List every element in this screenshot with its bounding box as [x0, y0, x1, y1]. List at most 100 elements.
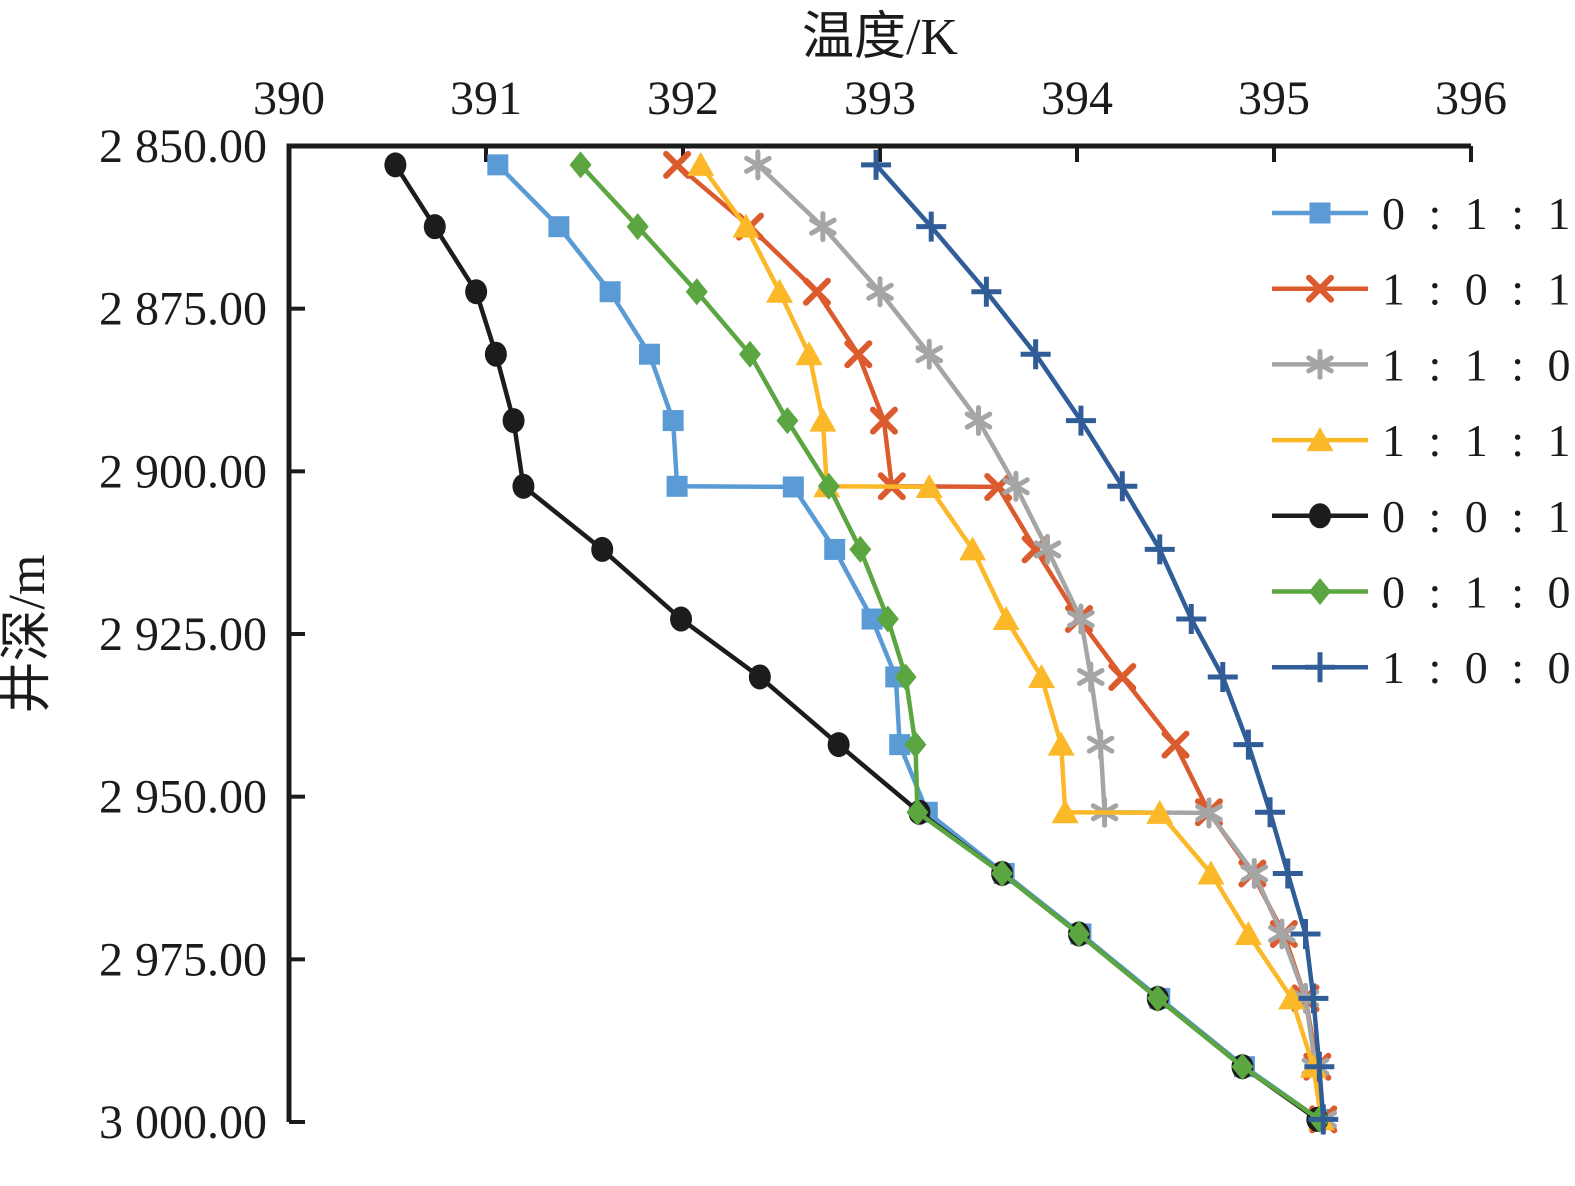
- series-line: [698, 162, 1324, 1122]
- legend-item: 0 : 0 : 1: [1272, 491, 1571, 542]
- triangle-marker: [795, 341, 823, 366]
- x-axis-tick-label: 391: [450, 72, 522, 125]
- triangle-marker-shape: [809, 407, 837, 432]
- plus-marker: [1290, 918, 1321, 949]
- diamond-marker: [894, 663, 917, 691]
- plus-marker: [1107, 471, 1138, 502]
- x-marker: [869, 406, 898, 435]
- x-marker: [802, 277, 831, 306]
- legend-item: 1 : 1 : 0: [1272, 339, 1574, 390]
- circle-marker: [484, 341, 507, 367]
- asterisk-marker-shape: [1268, 918, 1296, 950]
- asterisk-marker-shape: [1306, 348, 1334, 380]
- diamond-marker-shape: [991, 859, 1014, 887]
- series-0-1-0: [569, 151, 1331, 1133]
- asterisk-marker: [1067, 603, 1095, 635]
- diamond-marker: [738, 340, 761, 368]
- x-marker: [1108, 662, 1137, 691]
- diamond-marker-shape: [1309, 578, 1331, 605]
- square-marker: [639, 343, 661, 365]
- circle-marker-shape: [465, 279, 488, 305]
- triangle-marker-shape: [1197, 860, 1225, 885]
- plus-marker: [971, 276, 1002, 307]
- x-marker-shape: [844, 340, 873, 369]
- triangle-marker-shape: [687, 151, 715, 176]
- series-line: [495, 162, 1322, 1122]
- plus-marker-shape: [1255, 797, 1286, 828]
- square-marker-shape: [824, 538, 846, 560]
- circle-marker: [591, 536, 614, 562]
- circle-marker: [512, 473, 535, 499]
- circle-marker-shape: [502, 408, 525, 434]
- asterisk-marker: [1076, 661, 1105, 693]
- x-axis-tick-label: 394: [1041, 72, 1113, 125]
- plus-marker-shape: [971, 276, 1002, 307]
- x-marker: [1306, 274, 1334, 303]
- plus-marker-shape: [1272, 858, 1303, 889]
- x-axis-tick-label: 390: [253, 72, 325, 125]
- series-line: [578, 162, 1322, 1122]
- plus-marker: [1020, 339, 1051, 370]
- asterisk-marker: [915, 338, 944, 370]
- diamond-marker: [906, 798, 929, 826]
- asterisk-marker: [1195, 797, 1223, 829]
- plus-marker: [861, 149, 892, 180]
- legend-label: 1 : 1 : 1: [1382, 415, 1574, 466]
- triangle-marker-shape: [1047, 731, 1075, 756]
- square-marker: [824, 538, 846, 560]
- legend: 0 : 1 : 1 1 : 0 : 1 1 : 1 : 0 1 : 1 : 1 0 : …: [1272, 188, 1574, 693]
- diamond-marker-shape: [1067, 920, 1090, 948]
- diamond-marker: [904, 731, 927, 759]
- diamond-marker: [817, 472, 840, 500]
- triangle-marker-shape: [1306, 427, 1334, 452]
- asterisk-marker-shape: [1240, 857, 1269, 889]
- circle-marker: [465, 279, 488, 305]
- asterisk-marker: [866, 276, 894, 308]
- legend-label: 1 : 1 : 0: [1382, 339, 1574, 390]
- series-1-1-1: [687, 151, 1335, 1131]
- y-axis-tick-label: 2 900.00: [99, 445, 267, 498]
- triangle-marker: [1028, 663, 1056, 688]
- legend-label: 1 : 0 : 1: [1382, 264, 1574, 315]
- legend-item: 0 : 1 : 1: [1272, 188, 1574, 239]
- square-marker-shape: [639, 343, 661, 365]
- asterisk-marker-shape: [744, 149, 772, 181]
- diamond-marker-shape: [817, 472, 840, 500]
- diamond-marker: [685, 278, 708, 306]
- circle-marker: [1309, 503, 1331, 529]
- circle-marker: [384, 152, 407, 178]
- y-axis-tick-label: 2 875.00: [99, 283, 267, 336]
- asterisk-marker-shape: [1067, 603, 1095, 635]
- circle-marker: [670, 606, 693, 632]
- circle-marker: [423, 214, 446, 240]
- y-axis-tick-label: 3 000.00: [99, 1096, 267, 1149]
- square-marker: [662, 410, 684, 432]
- y-axis-title: 井深/m: [0, 555, 56, 714]
- circle-marker-shape: [384, 152, 407, 178]
- diamond-marker: [1067, 920, 1090, 948]
- triangle-marker-shape: [959, 536, 987, 561]
- asterisk-marker: [1002, 470, 1030, 502]
- circle-marker: [502, 408, 525, 434]
- plus-marker: [1255, 797, 1286, 828]
- diamond-marker: [1146, 984, 1169, 1012]
- diamond-marker-shape: [569, 151, 592, 179]
- triangle-marker-shape: [1146, 799, 1174, 824]
- triangle-marker: [959, 536, 987, 561]
- diamond-marker-shape: [626, 213, 649, 241]
- plus-marker-shape: [1305, 652, 1335, 683]
- circle-marker-shape: [484, 341, 507, 367]
- asterisk-marker: [1033, 533, 1062, 565]
- legend-label: 0 : 1 : 1: [1382, 188, 1574, 239]
- circle-marker: [748, 664, 771, 690]
- triangle-marker: [1146, 799, 1174, 824]
- triangle-marker: [1278, 985, 1306, 1010]
- square-marker: [1309, 202, 1331, 224]
- diamond-marker: [849, 535, 872, 563]
- square-marker: [889, 734, 911, 756]
- asterisk-marker: [1306, 348, 1334, 380]
- square-marker-shape: [666, 475, 688, 497]
- asterisk-marker: [1268, 918, 1296, 950]
- square-marker: [599, 281, 621, 303]
